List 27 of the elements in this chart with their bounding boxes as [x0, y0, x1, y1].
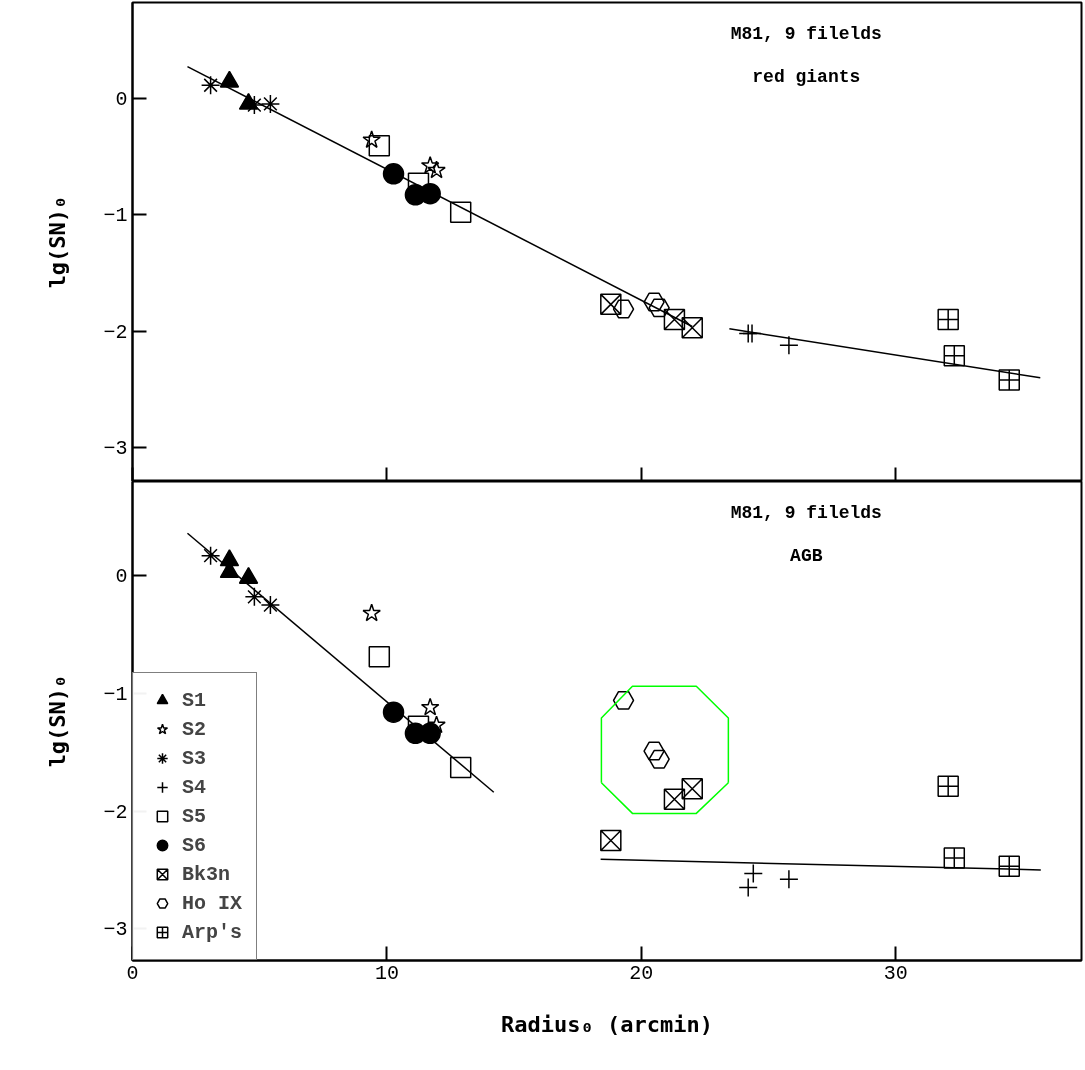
annotation: M81, 9 filelds — [730, 502, 882, 523]
y-axis-title: lg(SN)₀ — [45, 674, 71, 768]
y-axis-title: lg(SN)₀ — [45, 195, 71, 289]
legend-label: S1 — [182, 687, 207, 713]
legend-label: S3 — [182, 745, 207, 771]
y-tick-label: −3 — [103, 437, 128, 461]
legend-label: Ho IX — [182, 890, 243, 916]
y-tick-label: −3 — [103, 918, 128, 942]
legend-label: S4 — [182, 774, 207, 800]
x-tick-label: 10 — [374, 961, 399, 985]
y-tick-label: −2 — [103, 320, 128, 344]
x-axis-title: Radius₀ (arcmin) — [501, 1011, 713, 1037]
x-tick-label: 30 — [883, 961, 908, 985]
legend-label: Arp's — [182, 919, 243, 945]
x-tick-label: 20 — [629, 961, 654, 985]
legend-label: S2 — [182, 716, 207, 742]
y-tick-label: −1 — [103, 682, 128, 706]
y-tick-label: 0 — [115, 565, 128, 589]
y-tick-label: 0 — [115, 87, 128, 111]
y-tick-label: −2 — [103, 800, 128, 824]
annotation: M81, 9 filelds — [730, 23, 882, 44]
annotation: red giants — [752, 66, 861, 87]
legend-label: S6 — [182, 832, 207, 858]
legend-label: S5 — [182, 803, 207, 829]
legend-label: Bk3n — [182, 861, 231, 887]
annotation: AGB — [790, 545, 823, 566]
y-tick-label: −1 — [103, 204, 128, 228]
